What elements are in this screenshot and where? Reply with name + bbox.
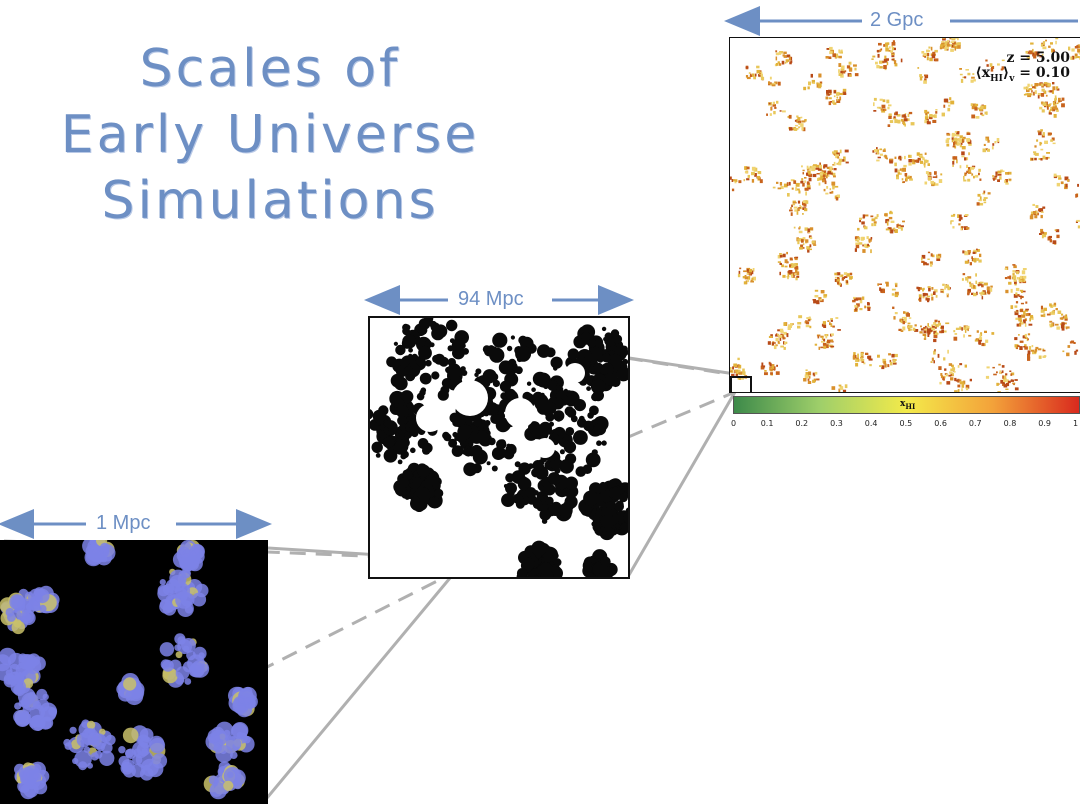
colorbar-tick: 0	[731, 419, 737, 428]
zoom-line-small-bottom-solid	[260, 571, 457, 804]
binary-ionization-map	[370, 318, 628, 577]
redshift-annotation: z = 5.00 ⟨xHI⟩v = 0.10	[930, 51, 1070, 87]
zoom-region-box	[730, 376, 752, 392]
medium-scale-simulation-panel	[368, 316, 630, 579]
colorbar-tick: 0.4	[864, 419, 878, 428]
small-scale-simulation-panel	[0, 540, 268, 804]
colorbar-tick: 0.9	[1038, 419, 1052, 428]
title-line-3: Simulations	[101, 171, 439, 231]
colorbar-tick: 0.6	[934, 419, 947, 428]
colorbar-label: xHI	[900, 399, 916, 411]
redshift-label: z = 5.00	[1006, 50, 1070, 66]
gas-density-render	[0, 540, 258, 800]
mean-fraction-label: ⟨xHI⟩v = 0.10	[975, 65, 1070, 84]
large-scale-simulation-panel	[729, 37, 1080, 393]
colorbar-tick: 1	[1073, 419, 1079, 428]
zoom-line-bottom-dashed	[459, 390, 736, 510]
scale-label-small: 1 Mpc	[92, 512, 155, 534]
title-line-1: Scales of	[139, 39, 401, 99]
colorbar-tick: 0.2	[795, 419, 809, 428]
scale-label-large: 2 Gpc	[866, 9, 928, 31]
ionization-field-map	[730, 38, 1080, 392]
zoom-line-top-solid	[628, 356, 736, 376]
colorbar-tick: 0.3	[830, 419, 843, 428]
colorbar-tick: 0.5	[899, 419, 913, 428]
scale-label-medium: 94 Mpc	[454, 288, 528, 310]
title-line-2: Early Universe	[60, 105, 480, 165]
colorbar-tick: 0.8	[1003, 419, 1017, 428]
zoom-line-bottom-solid	[627, 391, 737, 576]
colorbar-tick: 0.1	[760, 419, 774, 428]
colorbar-tick: 0.7	[968, 419, 982, 428]
slide-title: Scales of Early Universe Simulations	[0, 36, 540, 234]
